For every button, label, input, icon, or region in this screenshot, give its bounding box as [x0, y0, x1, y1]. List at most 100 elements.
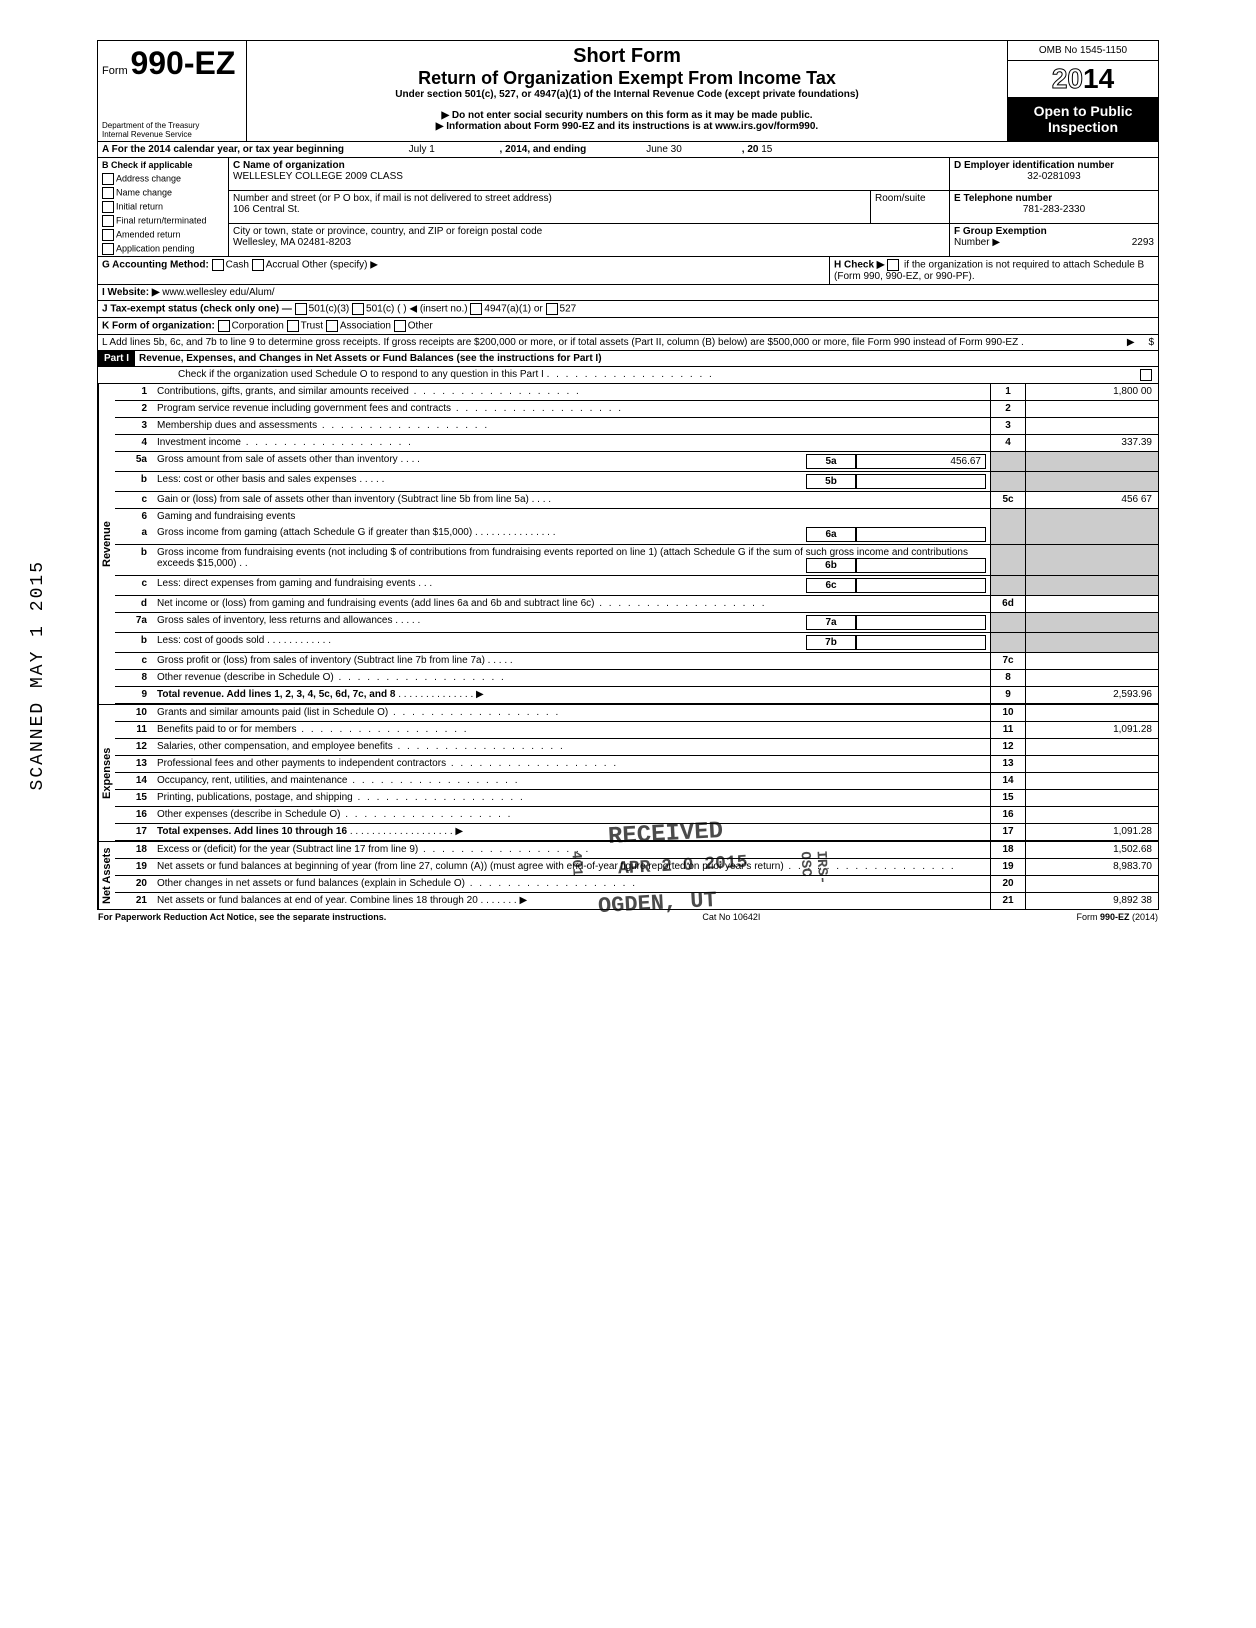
l8-box: 8	[990, 670, 1025, 686]
l3-num: 3	[115, 418, 153, 434]
line-a-mid: , 2014, and ending	[500, 144, 587, 155]
checkbox-amended[interactable]	[102, 229, 114, 241]
l20-num: 20	[115, 876, 153, 892]
l13-val	[1025, 756, 1158, 772]
checkbox-final-return[interactable]	[102, 215, 114, 227]
l8-val	[1025, 670, 1158, 686]
l17-num: 17	[115, 824, 153, 840]
checkbox-corp[interactable]	[218, 320, 230, 332]
netassets-label: Net Assets	[98, 842, 115, 909]
l2-val	[1025, 401, 1158, 417]
l7b-desc: Less: cost of goods sold . . . . . . . .…	[153, 633, 990, 652]
j-o4: 527	[560, 304, 577, 315]
checkbox-initial-return[interactable]	[102, 201, 114, 213]
l9-val: 2,593.96	[1025, 687, 1158, 703]
l6-shade-val	[1025, 509, 1158, 525]
l6b-desc: Gross income from fundraising events (no…	[153, 545, 990, 575]
line-k-row: K Form of organization: Corporation Trus…	[98, 318, 1158, 335]
l16-box: 16	[990, 807, 1025, 823]
l6a-num: a	[115, 525, 153, 544]
city-value: Wellesley, MA 02481-8203	[233, 237, 945, 248]
l5a-num: 5a	[115, 452, 153, 471]
l7c-box: 7c	[990, 653, 1025, 669]
l7b-sub: 7b	[806, 635, 856, 650]
checkbox-name-change[interactable]	[102, 187, 114, 199]
checkbox-accrual[interactable]	[252, 259, 264, 271]
l3-desc: Membership dues and assessments	[153, 418, 990, 434]
l6c-subval	[856, 578, 986, 593]
l7c-desc: Gross profit or (loss) from sales of inv…	[153, 653, 990, 669]
l12-num: 12	[115, 739, 153, 755]
l8-desc: Other revenue (describe in Schedule O)	[153, 670, 990, 686]
l11-val: 1,091.28	[1025, 722, 1158, 738]
cash-label: Cash	[226, 260, 249, 271]
l7b-shade-val	[1025, 633, 1158, 652]
l7b-subval	[856, 635, 986, 650]
dept-treasury: Department of the Treasury Internal Reve…	[102, 121, 199, 139]
l6c-desc: Less: direct expenses from gaming and fu…	[153, 576, 990, 595]
return-title: Return of Organization Exempt From Incom…	[251, 68, 1003, 89]
l4-desc: Investment income	[153, 435, 990, 451]
subtitle: Under section 501(c), 527, or 4947(a)(1)…	[251, 89, 1003, 100]
l10-box: 10	[990, 705, 1025, 721]
year-yy: 15	[761, 144, 772, 155]
l5c-val: 456 67	[1025, 492, 1158, 508]
line-g-label: G Accounting Method:	[102, 260, 209, 271]
j-o3: 4947(a)(1) or	[484, 304, 542, 315]
checkbox-schedule-o[interactable]	[1140, 369, 1152, 381]
short-form-title: Short Form	[251, 45, 1003, 68]
form-number: 990-EZ	[130, 45, 235, 81]
checkbox-other-org[interactable]	[394, 320, 406, 332]
line-a: A For the 2014 calendar year, or tax yea…	[98, 142, 1158, 158]
info-link: ▶ Information about Form 990-EZ and its …	[251, 121, 1003, 132]
l7a-desc: Gross sales of inventory, less returns a…	[153, 613, 990, 632]
l2-box: 2	[990, 401, 1025, 417]
l10-val	[1025, 705, 1158, 721]
checkbox-assoc[interactable]	[326, 320, 338, 332]
l11-num: 11	[115, 722, 153, 738]
checkbox-4947[interactable]	[470, 303, 482, 315]
l21-val: 9,892 38	[1025, 893, 1158, 909]
website-value: www.wellesley edu/Alum/	[162, 287, 274, 298]
l6c-sub: 6c	[806, 578, 856, 593]
l6d-val	[1025, 596, 1158, 612]
tax-year: 20201414	[1008, 61, 1158, 97]
l5b-num: b	[115, 472, 153, 491]
ein-value: 32-0281093	[954, 171, 1154, 182]
l15-val	[1025, 790, 1158, 806]
l6a-shade	[990, 525, 1025, 544]
l17-box: 17	[990, 824, 1025, 840]
checkbox-501c[interactable]	[352, 303, 364, 315]
l9-num: 9	[115, 687, 153, 703]
l8-num: 8	[115, 670, 153, 686]
l12-desc: Salaries, other compensation, and employ…	[153, 739, 990, 755]
revenue-section: Revenue 1Contributions, gifts, grants, a…	[98, 384, 1158, 704]
checkbox-501c3[interactable]	[295, 303, 307, 315]
checkbox-527[interactable]	[546, 303, 558, 315]
l5a-subval: 456.67	[856, 454, 986, 469]
j-insert: ) ◀ (insert no.)	[403, 304, 467, 315]
k-corp: Corporation	[232, 321, 284, 332]
l6b-num: b	[115, 545, 153, 575]
checkbox-pending[interactable]	[102, 243, 114, 255]
line-j-row: J Tax-exempt status (check only one) — 5…	[98, 301, 1158, 318]
k-assoc: Association	[340, 321, 391, 332]
part1-header-row: Part I Revenue, Expenses, and Changes in…	[98, 351, 1158, 367]
j-o2: 501(c) (	[366, 304, 400, 315]
line-l-dollar: $	[1148, 337, 1154, 348]
l1-num: 1	[115, 384, 153, 400]
checkbox-schedule-b[interactable]	[887, 259, 899, 271]
checkbox-cash[interactable]	[212, 259, 224, 271]
form-header: Form 990-EZ Department of the Treasury I…	[98, 41, 1158, 142]
l6a-desc: Gross income from gaming (attach Schedul…	[153, 525, 990, 544]
l5a-shade-val	[1025, 452, 1158, 471]
l7a-shade	[990, 613, 1025, 632]
l13-desc: Professional fees and other payments to …	[153, 756, 990, 772]
city-label: City or town, state or province, country…	[233, 226, 945, 237]
l4-num: 4	[115, 435, 153, 451]
checkbox-address-change[interactable]	[102, 173, 114, 185]
section-e-label: E Telephone number	[954, 193, 1154, 204]
checkbox-trust[interactable]	[287, 320, 299, 332]
scanned-stamp: SCANNED MAY 1 2015	[28, 560, 48, 790]
l1-desc: Contributions, gifts, grants, and simila…	[153, 384, 990, 400]
